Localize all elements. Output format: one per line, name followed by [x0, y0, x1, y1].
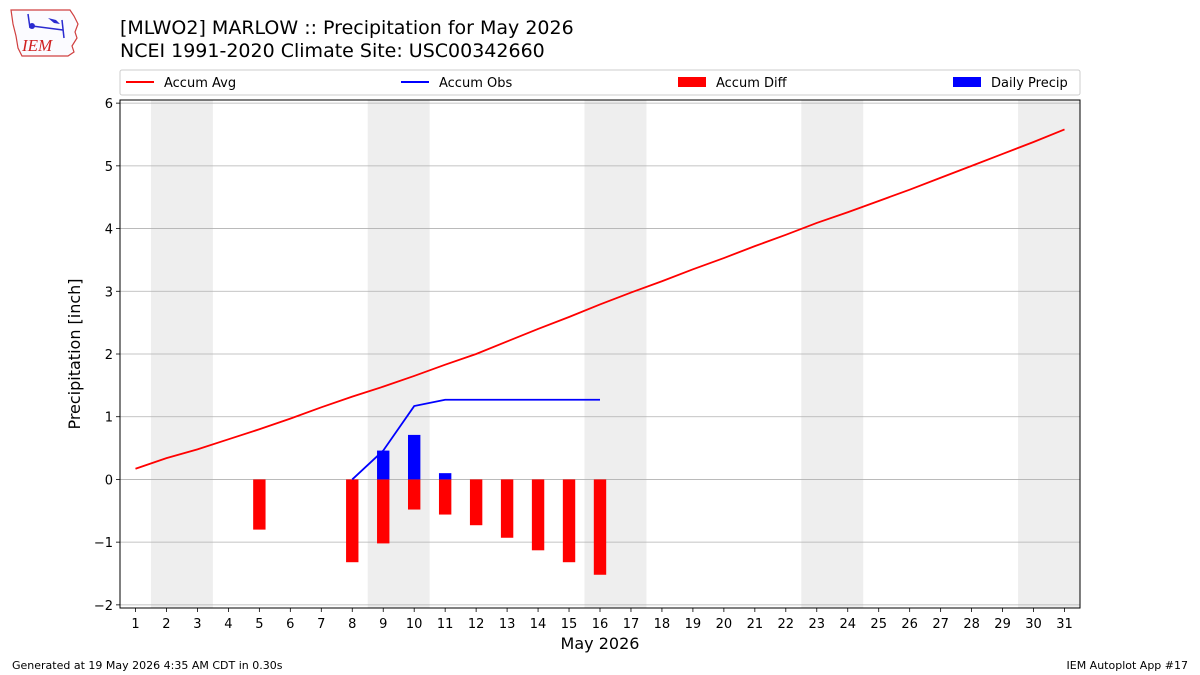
x-tick-label: 30	[1025, 617, 1042, 632]
x-tick-label: 21	[747, 617, 764, 632]
y-tick-label: 0	[105, 473, 113, 488]
chart-subtitle: NCEI 1991-2020 Climate Site: USC00342660	[120, 40, 545, 62]
x-tick-label: 1	[131, 617, 139, 632]
daily-precip-bar	[438, 473, 452, 480]
logo-text: IEM	[21, 36, 53, 55]
legend-label-accum-obs: Accum Obs	[439, 76, 512, 91]
legend-swatch-daily-precip	[953, 77, 981, 87]
x-tick-label: 14	[530, 617, 547, 632]
x-tick-label: 24	[839, 617, 856, 632]
x-tick-label: 12	[468, 617, 485, 632]
daily-precip-bar	[408, 434, 421, 480]
chart-title: [MLWO2] MARLOW :: Precipitation for May …	[120, 17, 574, 39]
x-tick-label: 29	[994, 617, 1011, 632]
x-tick-label: 11	[437, 617, 454, 632]
accum-diff-bar	[377, 479, 390, 544]
accum-diff-bar	[469, 479, 483, 526]
x-tick-label: 17	[623, 617, 640, 632]
accum-avg-line	[135, 128, 1065, 470]
plot-frame	[119, 99, 1081, 609]
x-tick-label: 26	[901, 617, 918, 632]
iowa-state-outline	[10, 9, 79, 57]
x-tick-label: 16	[592, 617, 609, 632]
x-tick-label: 23	[809, 617, 826, 632]
x-tick-label: 19	[685, 617, 702, 632]
accum-diff-bar	[346, 479, 359, 563]
x-tick-label: 3	[193, 617, 201, 632]
daily-precip-bar	[377, 450, 390, 480]
y-tick-label: 4	[105, 223, 113, 238]
accum-diff-bar	[562, 479, 576, 563]
x-tick-label: 27	[932, 617, 949, 632]
accum-diff-bar	[500, 479, 514, 538]
x-tick-label: 6	[286, 617, 294, 632]
y-tick-label: 1	[105, 411, 113, 426]
x-tick-label: 4	[224, 617, 232, 632]
y-tick-label: 2	[105, 348, 113, 363]
logo-vane	[31, 25, 64, 31]
accum-diff-bar	[253, 479, 266, 530]
accum-diff-bar	[438, 479, 452, 515]
x-tick-label: 20	[716, 617, 733, 632]
x-tick-label: 22	[778, 617, 795, 632]
x-tick-label: 7	[317, 617, 325, 632]
y-tick-label: 6	[105, 97, 113, 112]
y-tick-label: 5	[105, 160, 113, 175]
x-tick-label: 10	[406, 617, 423, 632]
autoplot-credit: IEM Autoplot App #17	[1066, 659, 1189, 672]
x-tick-label: 9	[379, 617, 387, 632]
generated-timestamp: Generated at 19 May 2026 4:35 AM CDT in …	[12, 659, 283, 672]
y-tick-label: 3	[105, 285, 113, 300]
y-axis-label: Precipitation [inch]	[65, 278, 84, 429]
legend-swatch-accum-diff	[678, 77, 706, 87]
x-tick-label: 13	[499, 617, 516, 632]
accum-diff-bar	[593, 479, 607, 575]
accum-diff-bar	[408, 479, 421, 510]
x-tick-label: 25	[870, 617, 887, 632]
y-tick-label: −1	[94, 536, 113, 551]
x-tick-label: 31	[1056, 617, 1073, 632]
x-tick-label: 8	[348, 617, 356, 632]
legend-label-accum-diff: Accum Diff	[716, 76, 788, 91]
y-tick-label: −2	[94, 599, 113, 614]
accum-obs-line	[351, 398, 600, 481]
legend-box	[119, 69, 1081, 96]
x-tick-label: 5	[255, 617, 263, 632]
x-tick-label: 18	[654, 617, 671, 632]
x-axis-label: May 2026	[561, 634, 640, 653]
legend-label-daily-precip: Daily Precip	[991, 76, 1068, 91]
x-tick-label: 15	[561, 617, 578, 632]
logo-bird	[48, 18, 60, 24]
accum-diff-bar	[531, 479, 545, 551]
x-tick-label: 2	[162, 617, 170, 632]
legend-label-accum-avg: Accum Avg	[164, 76, 236, 91]
iem-logo: IEM	[10, 9, 79, 57]
x-tick-label: 28	[963, 617, 980, 632]
logo-post	[61, 19, 65, 39]
